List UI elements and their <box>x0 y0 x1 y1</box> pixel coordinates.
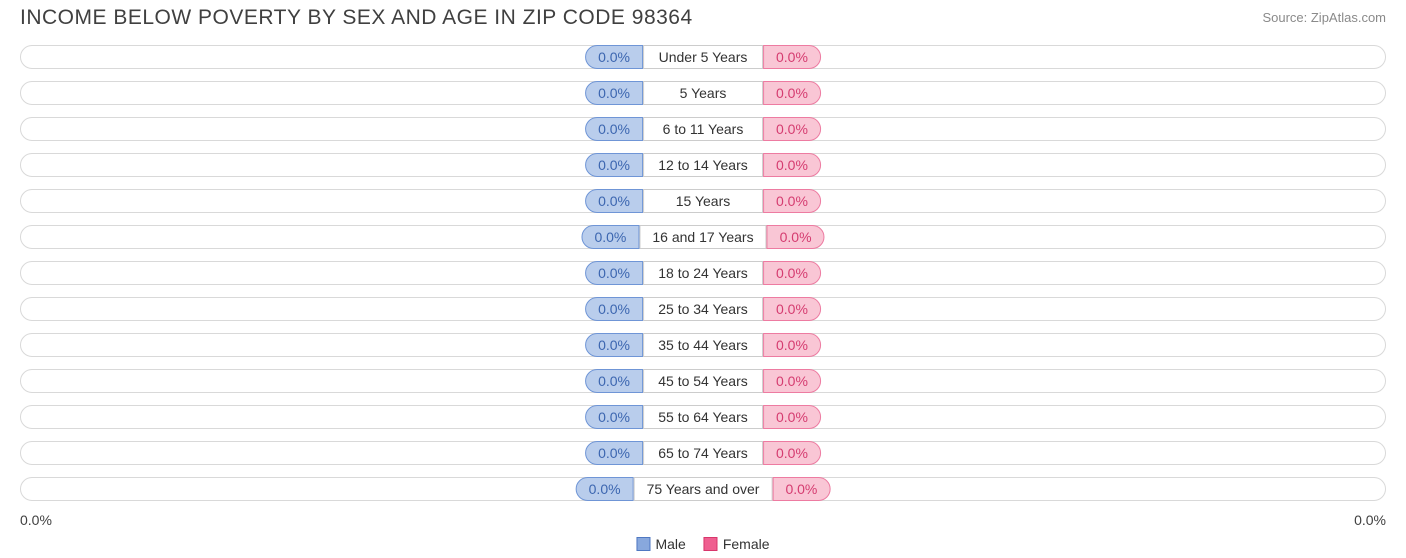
legend-item-female: Female <box>704 536 770 552</box>
chart-row: 0.0%55 to 64 Years0.0% <box>20 402 1386 432</box>
chart-row: 0.0%5 Years0.0% <box>20 78 1386 108</box>
chart-row: 0.0%18 to 24 Years0.0% <box>20 258 1386 288</box>
male-value-pill: 0.0% <box>581 225 639 249</box>
age-category-label: 5 Years <box>643 81 763 105</box>
chart-title: INCOME BELOW POVERTY BY SEX AND AGE IN Z… <box>20 6 693 30</box>
age-category-label: 12 to 14 Years <box>643 153 763 177</box>
row-center-group: 0.0%55 to 64 Years0.0% <box>585 405 821 429</box>
chart-legend: Male Female <box>636 536 769 552</box>
age-category-label: 35 to 44 Years <box>643 333 763 357</box>
female-value-pill: 0.0% <box>763 441 821 465</box>
male-value-pill: 0.0% <box>585 81 643 105</box>
row-center-group: 0.0%18 to 24 Years0.0% <box>585 261 821 285</box>
female-value-pill: 0.0% <box>763 117 821 141</box>
legend-swatch-female <box>704 537 718 551</box>
row-center-group: 0.0%5 Years0.0% <box>585 81 821 105</box>
age-category-label: Under 5 Years <box>643 45 763 69</box>
legend-label-male: Male <box>655 536 685 552</box>
age-category-label: 15 Years <box>643 189 763 213</box>
male-value-pill: 0.0% <box>585 189 643 213</box>
male-value-pill: 0.0% <box>585 333 643 357</box>
row-center-group: 0.0%6 to 11 Years0.0% <box>585 117 821 141</box>
chart-row: 0.0%25 to 34 Years0.0% <box>20 294 1386 324</box>
female-value-pill: 0.0% <box>772 477 830 501</box>
male-value-pill: 0.0% <box>585 117 643 141</box>
chart-row: 0.0%12 to 14 Years0.0% <box>20 150 1386 180</box>
female-value-pill: 0.0% <box>763 261 821 285</box>
female-value-pill: 0.0% <box>763 405 821 429</box>
female-value-pill: 0.0% <box>763 45 821 69</box>
chart-row: 0.0%45 to 54 Years0.0% <box>20 366 1386 396</box>
legend-label-female: Female <box>723 536 770 552</box>
row-center-group: 0.0%65 to 74 Years0.0% <box>585 441 821 465</box>
female-value-pill: 0.0% <box>763 297 821 321</box>
male-value-pill: 0.0% <box>585 261 643 285</box>
male-value-pill: 0.0% <box>585 405 643 429</box>
female-value-pill: 0.0% <box>767 225 825 249</box>
row-center-group: 0.0%75 Years and over0.0% <box>576 477 831 501</box>
male-value-pill: 0.0% <box>585 45 643 69</box>
age-category-label: 65 to 74 Years <box>643 441 763 465</box>
age-category-label: 55 to 64 Years <box>643 405 763 429</box>
row-center-group: 0.0%16 and 17 Years0.0% <box>581 225 824 249</box>
legend-item-male: Male <box>636 536 685 552</box>
chart-row: 0.0%65 to 74 Years0.0% <box>20 438 1386 468</box>
chart-header: INCOME BELOW POVERTY BY SEX AND AGE IN Z… <box>0 0 1406 34</box>
chart-body: 0.0%Under 5 Years0.0%0.0%5 Years0.0%0.0%… <box>0 34 1406 504</box>
age-category-label: 45 to 54 Years <box>643 369 763 393</box>
row-center-group: 0.0%12 to 14 Years0.0% <box>585 153 821 177</box>
row-center-group: 0.0%45 to 54 Years0.0% <box>585 369 821 393</box>
female-value-pill: 0.0% <box>763 333 821 357</box>
chart-row: 0.0%35 to 44 Years0.0% <box>20 330 1386 360</box>
female-value-pill: 0.0% <box>763 153 821 177</box>
row-center-group: 0.0%15 Years0.0% <box>585 189 821 213</box>
age-category-label: 25 to 34 Years <box>643 297 763 321</box>
chart-row: 0.0%6 to 11 Years0.0% <box>20 114 1386 144</box>
chart-row: 0.0%75 Years and over0.0% <box>20 474 1386 504</box>
age-category-label: 18 to 24 Years <box>643 261 763 285</box>
x-axis: 0.0% 0.0% <box>0 510 1406 528</box>
row-center-group: 0.0%35 to 44 Years0.0% <box>585 333 821 357</box>
female-value-pill: 0.0% <box>763 369 821 393</box>
x-axis-left: 0.0% <box>20 512 52 528</box>
female-value-pill: 0.0% <box>763 81 821 105</box>
age-category-label: 6 to 11 Years <box>643 117 763 141</box>
age-category-label: 75 Years and over <box>634 477 773 501</box>
chart-row: 0.0%16 and 17 Years0.0% <box>20 222 1386 252</box>
chart-row: 0.0%15 Years0.0% <box>20 186 1386 216</box>
chart-source: Source: ZipAtlas.com <box>1262 6 1386 25</box>
male-value-pill: 0.0% <box>585 369 643 393</box>
chart-row: 0.0%Under 5 Years0.0% <box>20 42 1386 72</box>
male-value-pill: 0.0% <box>585 297 643 321</box>
male-value-pill: 0.0% <box>585 153 643 177</box>
female-value-pill: 0.0% <box>763 189 821 213</box>
male-value-pill: 0.0% <box>585 441 643 465</box>
legend-swatch-male <box>636 537 650 551</box>
age-category-label: 16 and 17 Years <box>639 225 766 249</box>
row-center-group: 0.0%25 to 34 Years0.0% <box>585 297 821 321</box>
male-value-pill: 0.0% <box>576 477 634 501</box>
x-axis-right: 0.0% <box>1354 512 1386 528</box>
row-center-group: 0.0%Under 5 Years0.0% <box>585 45 821 69</box>
